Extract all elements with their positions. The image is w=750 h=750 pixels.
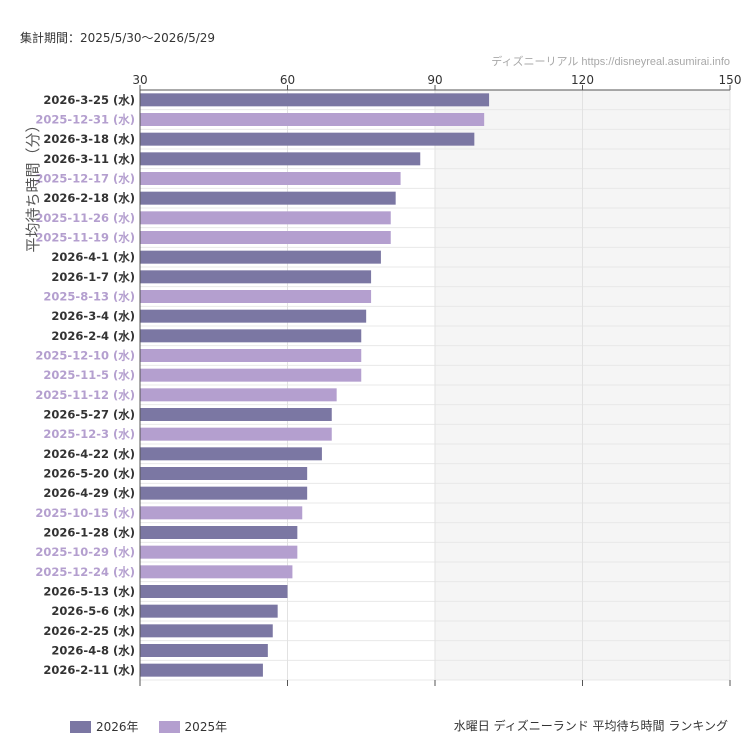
x-tick-label: 60 [280,73,295,87]
chart-footer-title: 水曜日 ディズニーランド 平均待ち時間 ランキング [453,719,728,733]
category-label: 2025-8-13 (水) [43,290,135,304]
aggregation-period: 集計期間：2025/5/30〜2026/5/29 [20,31,216,45]
bar[interactable] [140,545,298,559]
bar[interactable] [140,408,332,421]
category-label: 2026-5-13 (水) [43,585,135,599]
category-label: 2025-11-26 (水) [35,211,135,225]
bar[interactable] [140,172,401,185]
legend-item-2025[interactable]: 2025年 [158,718,228,735]
category-label: 2026-1-28 (水) [43,526,135,540]
bar[interactable] [140,506,303,520]
category-label: 2025-12-31 (水) [35,113,135,127]
category-label: 2025-11-12 (水) [35,388,135,402]
bar[interactable] [140,309,367,323]
bar[interactable] [140,565,293,579]
bar[interactable] [140,290,372,303]
legend-swatch-2025 [158,720,180,733]
bar[interactable] [140,231,391,244]
x-tick-label: 150 [719,73,742,87]
category-label: 2026-2-4 (水) [51,329,135,343]
category-label: 2026-3-25 (水) [43,93,135,107]
bar[interactable] [140,427,332,441]
bar[interactable] [140,447,322,461]
legend-item-2026[interactable]: 2026年 [70,718,139,735]
bar[interactable] [140,211,391,225]
bar[interactable] [140,368,362,382]
category-label: 2025-10-15 (水) [35,506,135,520]
bar[interactable] [140,93,490,107]
x-tick-label: 30 [132,73,147,87]
category-label: 2026-2-18 (水) [43,191,135,205]
bar[interactable] [140,486,308,500]
category-label: 2026-4-22 (水) [43,447,135,461]
category-label: 2026-3-11 (水) [43,152,135,166]
category-label: 2026-3-18 (水) [43,132,135,146]
legend-label-2026: 2026年 [96,720,139,734]
category-label: 2026-2-25 (水) [43,624,135,638]
bar[interactable] [140,585,288,598]
category-label: 2026-2-11 (水) [43,663,135,677]
bar[interactable] [140,663,263,677]
bar[interactable] [140,270,372,284]
category-label: 2026-5-6 (水) [51,604,135,618]
category-label: 2025-11-19 (水) [35,231,135,245]
category-label: 2025-12-24 (水) [35,565,135,579]
y-axis-label: 平均待ち時間（分） [24,117,42,252]
category-label: 2026-4-1 (水) [51,250,135,264]
bar[interactable] [140,191,396,205]
bar[interactable] [140,132,475,146]
legend-swatch-2026 [70,720,91,733]
category-label: 2026-1-7 (水) [51,270,135,284]
category-label: 2026-4-8 (水) [51,644,135,658]
chart-legend: 2026年 2025年 [70,718,227,735]
legend-label-2025: 2025年 [184,720,228,734]
category-label: 2025-12-3 (水) [43,427,135,441]
bar[interactable] [140,329,362,343]
category-label: 2025-12-17 (水) [35,172,135,186]
x-tick-label: 120 [571,73,594,87]
bar[interactable] [140,624,273,638]
bar[interactable] [140,388,337,402]
x-tick-label: 90 [427,73,442,87]
category-label: 2025-12-10 (水) [35,349,135,363]
category-label: 2026-4-29 (水) [43,486,135,500]
category-label: 2026-5-20 (水) [43,467,135,481]
source-credit: ディズニーリアル https://disneyreal.asumirai.inf… [491,56,730,68]
category-label: 2026-5-27 (水) [43,408,135,422]
bar[interactable] [140,349,362,362]
category-label: 2025-11-5 (水) [43,368,135,382]
category-label: 2025-10-29 (水) [35,545,135,559]
category-label: 2026-3-4 (水) [51,309,135,323]
bar[interactable] [140,113,485,126]
bar[interactable] [140,644,268,657]
bar[interactable] [140,250,381,264]
bar[interactable] [140,604,278,618]
bar[interactable] [140,152,421,166]
bar[interactable] [140,467,308,480]
bar[interactable] [140,526,298,539]
